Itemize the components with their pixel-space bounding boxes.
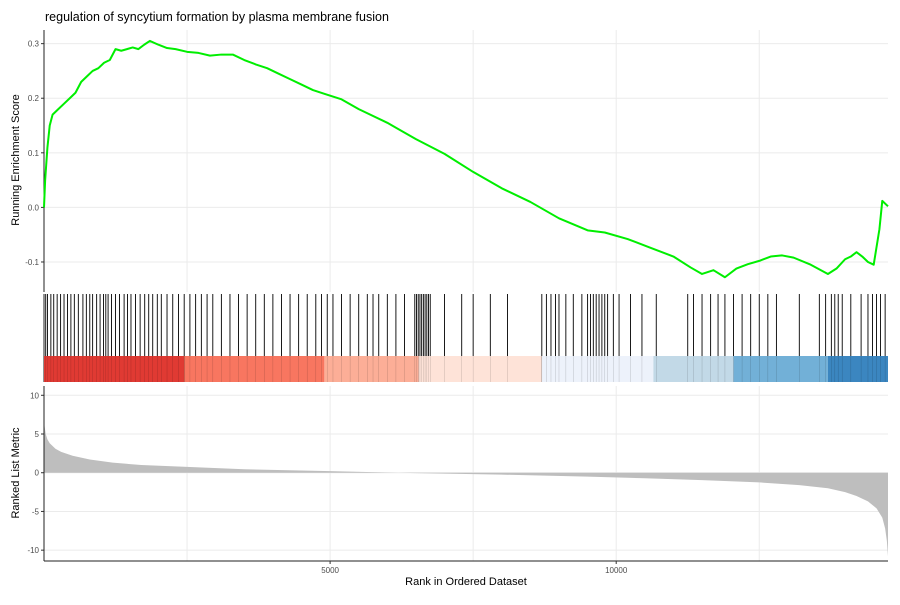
y-tick-label: -0.1	[25, 258, 39, 267]
ranking-color-bar	[44, 356, 888, 382]
y-tick-label: 5	[35, 430, 40, 439]
y-tick-label: -5	[32, 507, 40, 516]
y-tick-label: 10	[30, 391, 39, 400]
y-tick-label: 0.0	[28, 203, 40, 212]
running-enrichment-score-line	[43, 39, 889, 279]
color-band-segment	[733, 356, 828, 382]
enrichment-y-axis: -0.1 0.0 0.1 0.2 0.3	[25, 30, 45, 292]
color-band-segment	[324, 356, 419, 382]
y-tick-label: 0.2	[28, 94, 40, 103]
x-axis-label: Rank in Ordered Dataset	[405, 576, 527, 588]
color-band-segment	[541, 356, 654, 382]
y-tick-label: 0.3	[28, 40, 40, 49]
metric-y-axis-label: Ranked List Metric	[10, 427, 22, 519]
x-tick-label: 5000	[321, 566, 339, 575]
top-panel-grid	[44, 30, 888, 292]
enrichment-y-axis-label: Running Enrichment Score	[10, 94, 22, 225]
color-band-segment	[827, 356, 888, 382]
ranked-list-metric-area	[44, 416, 888, 557]
x-axis-ticks: 5000 10000	[321, 561, 628, 575]
chart-title: regulation of syncytium formation by pla…	[45, 10, 389, 24]
y-tick-label: 0.1	[28, 149, 40, 158]
color-band-segment	[44, 356, 185, 382]
color-band-segment	[418, 356, 542, 382]
x-tick-label: 10000	[605, 566, 628, 575]
y-tick-label: -10	[27, 546, 39, 555]
color-band-segment	[653, 356, 734, 382]
y-tick-label: 0	[35, 469, 40, 478]
metric-y-axis: -10 -5 0 5 10	[27, 391, 44, 555]
color-band-segment	[184, 356, 325, 382]
